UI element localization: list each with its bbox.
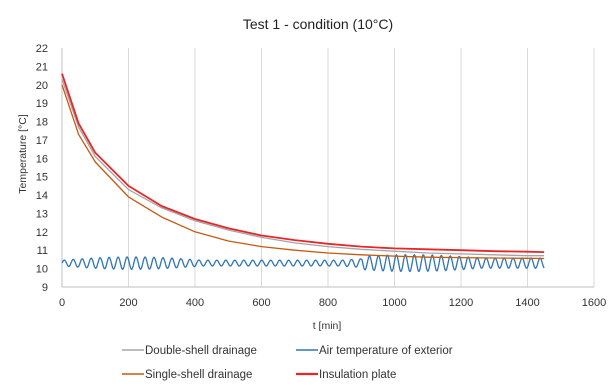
series-line-single-shell-drainage [61, 84, 545, 260]
y-tick-label-14: 14 [36, 190, 48, 202]
y-tick-label-15: 15 [36, 172, 48, 184]
y-tick-label-10: 10 [36, 264, 48, 276]
y-tick-label-9: 9 [42, 282, 48, 294]
x-axis-ticks: 0 200 400 600 800 1000 1200 1400 1600 [59, 297, 606, 309]
legend-label: Air temperature of exterior [319, 345, 453, 357]
legend-item-double-shell-drainage: Double-shell drainage [122, 345, 257, 357]
x-tick-label-800: 800 [319, 297, 337, 309]
y-tick-label-11: 11 [37, 245, 48, 257]
series-line-double-shell-drainage [61, 79, 545, 257]
x-axis-label: t [min] [313, 320, 342, 332]
x-tick-label-1600: 1600 [582, 297, 606, 309]
grid [128, 48, 595, 287]
y-tick-label-19: 19 [36, 98, 48, 110]
plot-frame [61, 48, 594, 288]
legend-label: Single-shell drainage [145, 369, 252, 381]
y-tick-label-12: 12 [36, 227, 48, 239]
y-axis-label: Temperature [°C] [17, 114, 29, 194]
legend-item-insulation-plate: Insulation plate [296, 369, 396, 381]
legend-label: Insulation plate [319, 369, 396, 381]
series-line-insulation-plate [61, 73, 545, 253]
x-tick-label-200: 200 [119, 297, 137, 309]
legend-item-air-temperature-of-exterior: Air temperature of exterior [296, 345, 453, 357]
x-tick-label-400: 400 [186, 297, 204, 309]
y-tick-label-16: 16 [36, 153, 48, 165]
y-tick-label-13: 13 [36, 208, 48, 220]
y-tick-label-18: 18 [36, 117, 48, 129]
chart-title: Test 1 - condition (10°C) [243, 16, 393, 32]
y-tick-label-20: 20 [36, 80, 48, 92]
x-tick-label-1400: 1400 [515, 297, 539, 309]
y-axis-ticks: 9 10 11 12 13 14 15 16 17 18 19 20 21 22 [36, 43, 48, 294]
legend-item-single-shell-drainage: Single-shell drainage [122, 369, 252, 381]
series-line-air-temperature-of-exterior [61, 254, 545, 273]
x-tick-label-1200: 1200 [449, 297, 473, 309]
x-tick-label-0: 0 [59, 297, 65, 309]
legend-label: Double-shell drainage [145, 345, 257, 357]
y-tick-label-21: 21 [36, 61, 48, 73]
x-tick-label-600: 600 [252, 297, 270, 309]
series-layer [61, 73, 545, 273]
y-tick-label-22: 22 [36, 43, 48, 55]
legend: Double-shell drainage Air temperature of … [122, 345, 453, 381]
y-tick-label-17: 17 [36, 135, 48, 147]
x-tick-label-1000: 1000 [382, 297, 406, 309]
